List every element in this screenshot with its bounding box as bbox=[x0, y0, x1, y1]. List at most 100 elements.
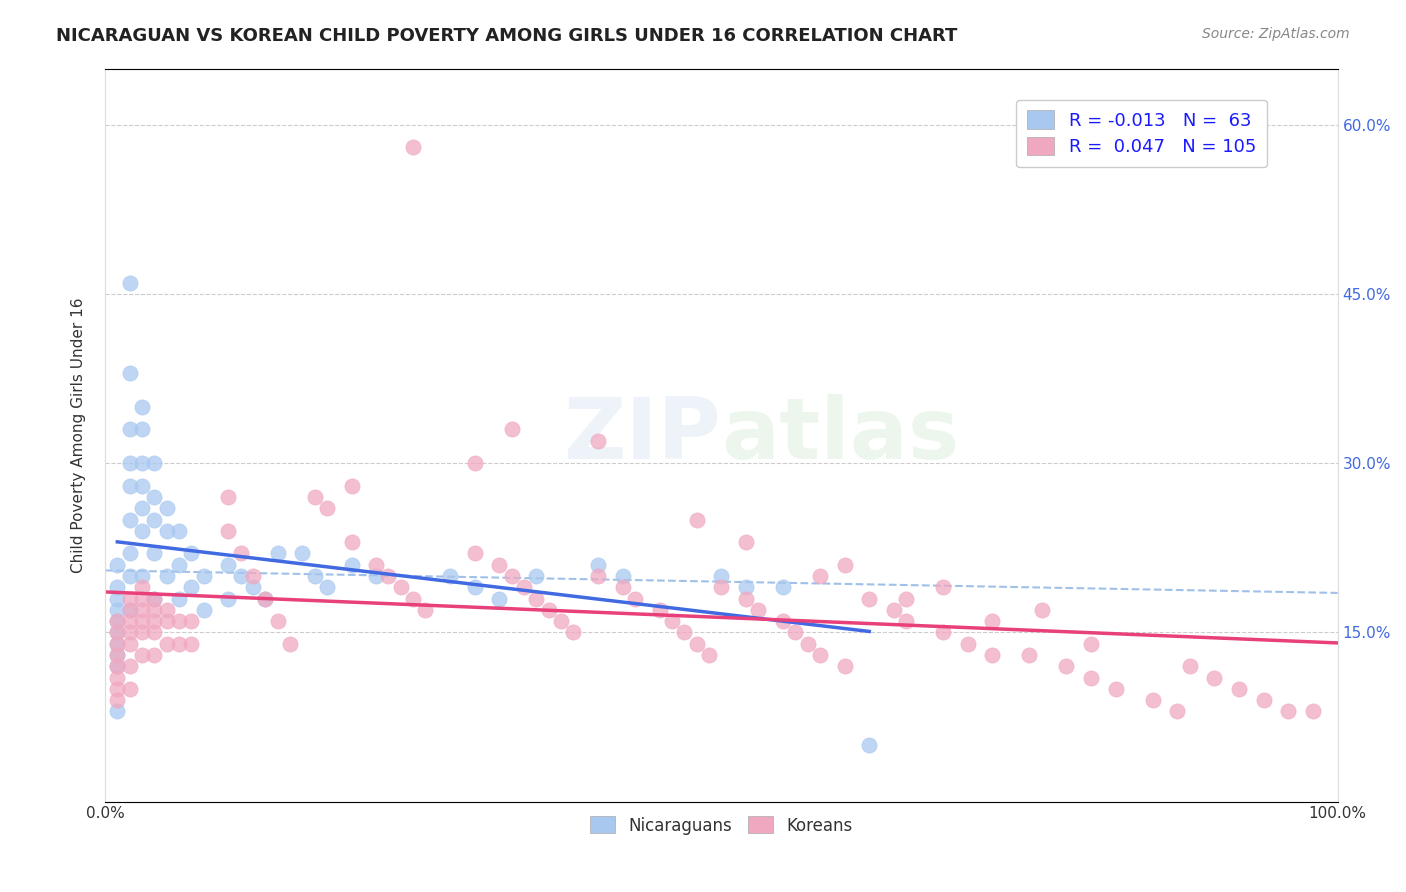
Point bbox=[673, 625, 696, 640]
Point bbox=[735, 535, 758, 549]
Point bbox=[896, 614, 918, 628]
Point bbox=[402, 140, 425, 154]
Point bbox=[254, 591, 277, 606]
Point bbox=[229, 546, 252, 560]
Point bbox=[131, 591, 153, 606]
Point bbox=[1204, 671, 1226, 685]
Point bbox=[932, 625, 955, 640]
Point bbox=[796, 637, 818, 651]
Point bbox=[105, 637, 128, 651]
Point bbox=[537, 603, 560, 617]
Point bbox=[1178, 659, 1201, 673]
Point bbox=[291, 546, 314, 560]
Point bbox=[131, 580, 153, 594]
Y-axis label: Child Poverty Among Girls Under 16: Child Poverty Among Girls Under 16 bbox=[72, 297, 86, 573]
Point bbox=[586, 558, 609, 572]
Point bbox=[143, 625, 166, 640]
Point bbox=[143, 648, 166, 662]
Point bbox=[785, 625, 807, 640]
Point bbox=[772, 614, 794, 628]
Point bbox=[229, 569, 252, 583]
Point bbox=[932, 580, 955, 594]
Point bbox=[501, 569, 523, 583]
Point bbox=[612, 569, 634, 583]
Point bbox=[772, 580, 794, 594]
Point bbox=[266, 546, 288, 560]
Point bbox=[156, 524, 179, 538]
Point bbox=[808, 648, 831, 662]
Point bbox=[105, 580, 128, 594]
Point bbox=[105, 648, 128, 662]
Point bbox=[217, 524, 239, 538]
Point bbox=[118, 479, 141, 493]
Point bbox=[366, 558, 388, 572]
Point bbox=[180, 637, 202, 651]
Point bbox=[217, 558, 239, 572]
Point bbox=[242, 580, 264, 594]
Point bbox=[105, 625, 128, 640]
Point bbox=[131, 456, 153, 470]
Point bbox=[808, 569, 831, 583]
Point bbox=[105, 614, 128, 628]
Point bbox=[304, 490, 326, 504]
Point bbox=[1253, 693, 1275, 707]
Point bbox=[648, 603, 671, 617]
Point bbox=[143, 591, 166, 606]
Point bbox=[1166, 704, 1188, 718]
Point bbox=[402, 591, 425, 606]
Point bbox=[156, 637, 179, 651]
Point bbox=[167, 637, 190, 651]
Point bbox=[143, 456, 166, 470]
Point bbox=[118, 569, 141, 583]
Point bbox=[118, 681, 141, 696]
Point bbox=[956, 637, 979, 651]
Point bbox=[156, 569, 179, 583]
Point bbox=[883, 603, 905, 617]
Point bbox=[366, 569, 388, 583]
Point bbox=[167, 558, 190, 572]
Point bbox=[735, 591, 758, 606]
Point bbox=[254, 591, 277, 606]
Point bbox=[304, 569, 326, 583]
Point bbox=[105, 659, 128, 673]
Point bbox=[105, 671, 128, 685]
Point bbox=[105, 693, 128, 707]
Point bbox=[624, 591, 647, 606]
Point bbox=[143, 614, 166, 628]
Text: atlas: atlas bbox=[721, 393, 959, 476]
Point bbox=[131, 603, 153, 617]
Point bbox=[118, 614, 141, 628]
Point bbox=[834, 659, 856, 673]
Point bbox=[167, 591, 190, 606]
Point bbox=[118, 659, 141, 673]
Point bbox=[858, 738, 880, 752]
Point bbox=[105, 558, 128, 572]
Point bbox=[735, 580, 758, 594]
Point bbox=[131, 479, 153, 493]
Point bbox=[981, 614, 1004, 628]
Point bbox=[278, 637, 301, 651]
Point bbox=[858, 591, 880, 606]
Point bbox=[389, 580, 412, 594]
Point bbox=[105, 648, 128, 662]
Text: ZIP: ZIP bbox=[564, 393, 721, 476]
Point bbox=[464, 456, 486, 470]
Point bbox=[242, 569, 264, 583]
Point bbox=[685, 637, 707, 651]
Point bbox=[377, 569, 399, 583]
Point bbox=[1142, 693, 1164, 707]
Point bbox=[1080, 637, 1102, 651]
Point bbox=[464, 546, 486, 560]
Point bbox=[488, 591, 510, 606]
Point bbox=[143, 591, 166, 606]
Point bbox=[167, 524, 190, 538]
Point bbox=[586, 434, 609, 448]
Point bbox=[105, 704, 128, 718]
Point bbox=[180, 546, 202, 560]
Text: Source: ZipAtlas.com: Source: ZipAtlas.com bbox=[1202, 27, 1350, 41]
Point bbox=[131, 524, 153, 538]
Point bbox=[981, 648, 1004, 662]
Point bbox=[105, 681, 128, 696]
Point bbox=[118, 546, 141, 560]
Point bbox=[105, 591, 128, 606]
